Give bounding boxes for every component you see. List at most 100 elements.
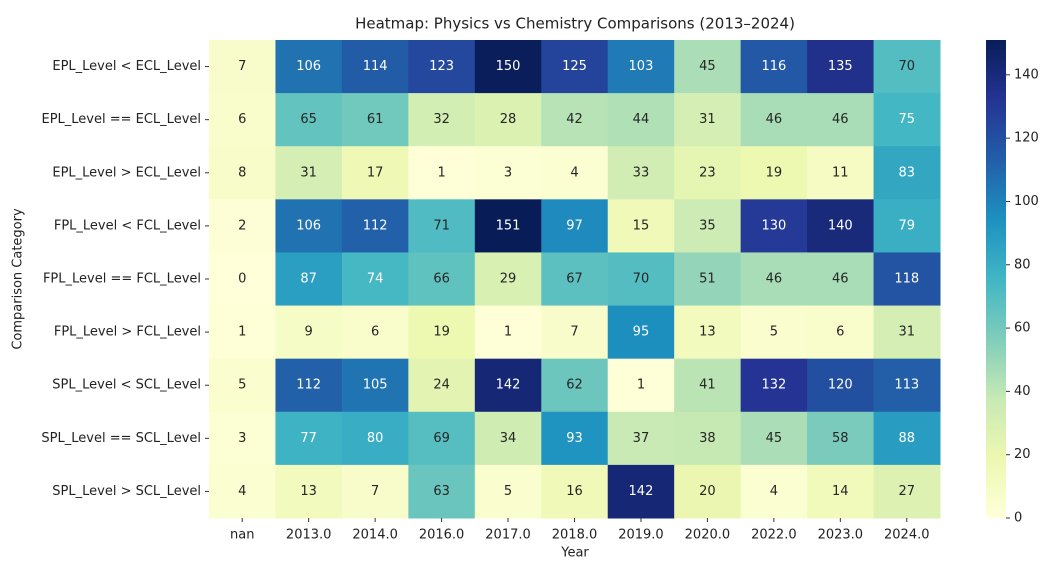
heatmap-cell <box>674 40 742 94</box>
heatmap-cell <box>408 305 476 360</box>
cell-label: 14 <box>832 484 849 499</box>
heatmap-cell <box>740 464 808 519</box>
cell-label: 1 <box>637 378 645 393</box>
cell-label: 3 <box>504 165 512 180</box>
x-tick-label: 2024.0 <box>884 528 930 543</box>
heatmap-cell <box>408 252 476 307</box>
cell-label: 106 <box>296 59 321 74</box>
heatmap-cell <box>674 464 742 519</box>
y-axis-label: Comparison Category <box>11 208 26 350</box>
y-tick-label: SPL_Level < SCL_Level <box>52 378 201 393</box>
heatmap-cell <box>607 464 675 519</box>
heatmap-cell <box>674 93 742 147</box>
cell-label: 20 <box>699 484 716 499</box>
cell-label: 41 <box>699 378 716 393</box>
heatmap-cell <box>474 93 542 147</box>
cell-label: 13 <box>699 325 716 340</box>
heatmap-cell <box>807 252 875 307</box>
cell-label: 17 <box>367 165 384 180</box>
heatmap-cell <box>341 252 409 307</box>
heatmap-cell <box>607 411 675 466</box>
cell-label: 5 <box>504 484 512 499</box>
x-tick-label: 2017.0 <box>485 528 531 543</box>
y-tick-label: FPL_Level < FCL_Level <box>54 218 201 233</box>
heatmap-cell <box>541 411 609 466</box>
cell-label: 6 <box>836 325 844 340</box>
heatmap-cell <box>209 40 276 94</box>
heatmap-cell <box>541 40 609 94</box>
heatmap-cell <box>541 146 609 200</box>
cell-label: 2 <box>238 218 246 233</box>
cell-label: 125 <box>562 59 587 74</box>
heatmap-cell <box>873 199 941 253</box>
x-axis-label: Year <box>560 546 589 561</box>
heatmap-cell <box>474 464 542 519</box>
heatmap-cell <box>807 146 875 200</box>
x-tick-label: 2019.0 <box>618 528 664 543</box>
heatmap-cell <box>873 252 941 307</box>
heatmap-cell <box>740 411 808 466</box>
heatmap-cell <box>474 305 542 360</box>
cell-label: 63 <box>433 484 450 499</box>
colorbar-tick-label: 60 <box>1014 321 1031 336</box>
cell-label: 3 <box>238 431 246 446</box>
cell-label: 1 <box>504 325 512 340</box>
heatmap-cell <box>807 93 875 147</box>
heatmap-cell <box>807 464 875 519</box>
cell-label: 123 <box>429 59 454 74</box>
chart-title: Heatmap: Physics vs Chemistry Comparison… <box>355 15 795 33</box>
cell-label: 19 <box>766 165 783 180</box>
heatmap-cell <box>341 305 409 360</box>
heatmap-cell <box>275 252 343 307</box>
colorbar <box>986 40 1006 518</box>
y-tick-label: SPL_Level > SCL_Level <box>52 484 201 499</box>
colorbar-tick-label: 0 <box>1014 511 1022 526</box>
heatmap-cell <box>607 40 675 94</box>
heatmap-cell <box>674 305 742 360</box>
cell-label: 0 <box>238 272 246 287</box>
heatmap-cell <box>474 411 542 466</box>
y-tick-label: EPL_Level == ECL_Level <box>41 112 201 127</box>
colorbar-tick-label: 140 <box>1014 67 1039 82</box>
cell-label: 33 <box>633 165 650 180</box>
cell-label: 31 <box>898 325 915 340</box>
heatmap-cell <box>209 93 276 147</box>
cell-label: 112 <box>363 218 388 233</box>
heatmap-cell <box>873 305 941 360</box>
cell-label: 34 <box>500 431 517 446</box>
cell-label: 58 <box>832 431 849 446</box>
cell-label: 4 <box>770 484 778 499</box>
cell-label: 120 <box>828 378 853 393</box>
heatmap-cell <box>209 411 276 466</box>
heatmap-cell <box>275 93 343 147</box>
cell-label: 31 <box>300 165 317 180</box>
heatmap-cell <box>341 146 409 200</box>
heatmap-cell <box>740 252 808 307</box>
cell-label: 4 <box>570 165 578 180</box>
cell-label: 7 <box>238 59 246 74</box>
heatmap-cell <box>474 146 542 200</box>
cell-label: 114 <box>363 59 388 74</box>
heatmap-cell <box>607 93 675 147</box>
heatmap-cell <box>209 464 276 519</box>
heatmap-cell <box>807 40 875 94</box>
cell-label: 13 <box>300 484 317 499</box>
heatmap-cell <box>541 305 609 360</box>
cell-label: 79 <box>898 218 915 233</box>
cell-label: 6 <box>371 325 379 340</box>
heatmap-cell <box>209 199 276 253</box>
heatmap-cell <box>607 199 675 253</box>
heatmap-cell <box>807 411 875 466</box>
heatmap-cell <box>275 199 343 253</box>
cell-label: 95 <box>633 325 650 340</box>
y-tick-label: FPL_Level > FCL_Level <box>54 325 201 340</box>
cell-label: 1 <box>437 165 445 180</box>
cell-label: 140 <box>828 218 853 233</box>
colorbar-tick-label: 100 <box>1014 194 1039 209</box>
heatmap-cell <box>474 199 542 253</box>
heatmap-cell <box>807 199 875 253</box>
cell-label: 31 <box>699 112 716 127</box>
y-tick-label: EPL_Level < ECL_Level <box>52 59 201 74</box>
heatmap-cell <box>873 464 941 519</box>
